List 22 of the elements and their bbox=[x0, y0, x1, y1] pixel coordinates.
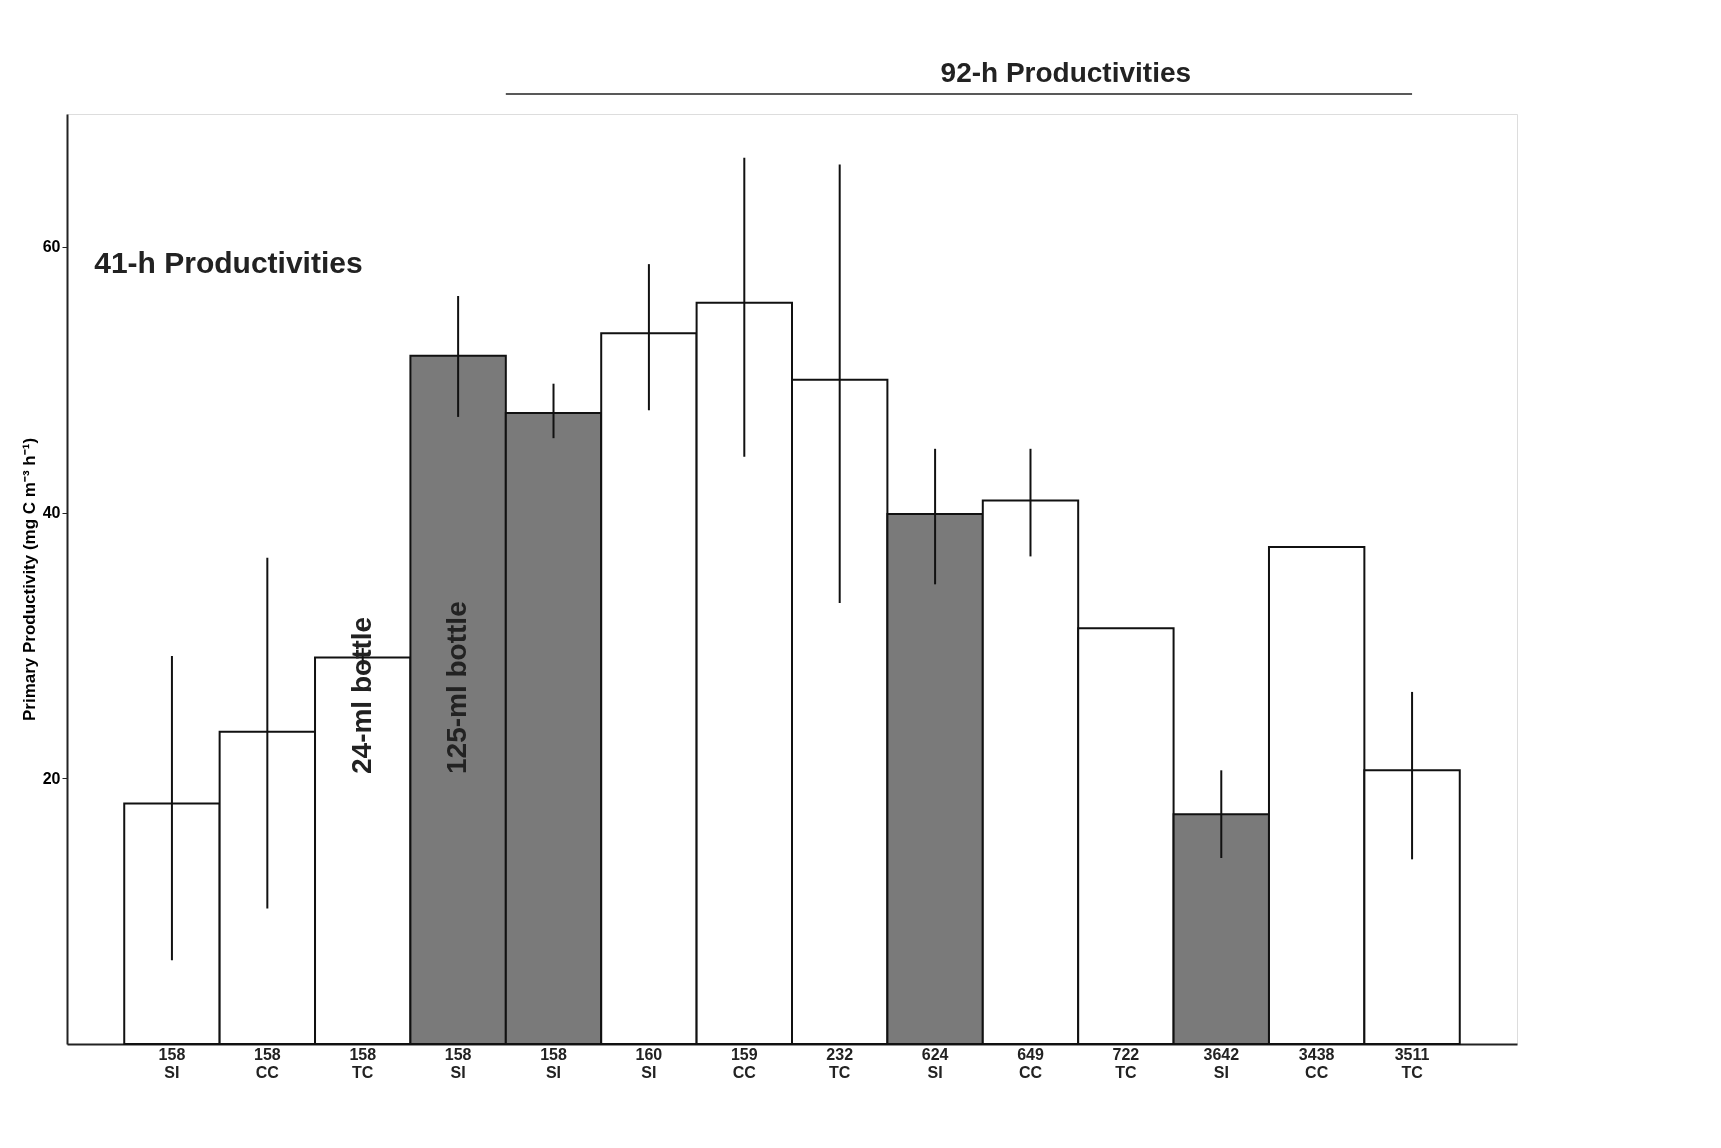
x-tick-label: 624 SI bbox=[921, 1045, 949, 1081]
x-tick-label: 158 TC bbox=[349, 1045, 377, 1081]
annotation: 24-ml bottle bbox=[345, 616, 377, 774]
x-tick-label: 158 SI bbox=[540, 1045, 567, 1081]
x-tick-label: 722 TC bbox=[1112, 1045, 1140, 1081]
annotation: 125-ml bottle bbox=[441, 601, 473, 774]
x-tick-label: 158 SI bbox=[158, 1045, 186, 1081]
y-tick-label: 40 bbox=[42, 504, 61, 522]
annotation: 41-h Productivities bbox=[94, 246, 363, 279]
x-tick-label: 232 TC bbox=[826, 1045, 854, 1081]
x-tick-label: 3511 TC bbox=[1394, 1045, 1430, 1081]
y-tick-label: 60 bbox=[42, 238, 61, 256]
x-tick-label: 3438 CC bbox=[1298, 1045, 1335, 1081]
x-tick-label: 158 CC bbox=[253, 1045, 281, 1081]
y-tick-label: 20 bbox=[42, 769, 61, 787]
x-tick-label: 160 SI bbox=[635, 1045, 663, 1081]
x-tick-label: 649 CC bbox=[1017, 1045, 1044, 1081]
x-tick-label: 158 SI bbox=[444, 1045, 472, 1081]
x-tick-label: 159 CC bbox=[730, 1045, 758, 1081]
x-tick-label: 3642 SI bbox=[1203, 1045, 1240, 1081]
y-axis-title: Primary Productivity (mg C m⁻³ h⁻¹) bbox=[19, 437, 39, 722]
text: 92-h Productivities bbox=[940, 57, 1192, 88]
